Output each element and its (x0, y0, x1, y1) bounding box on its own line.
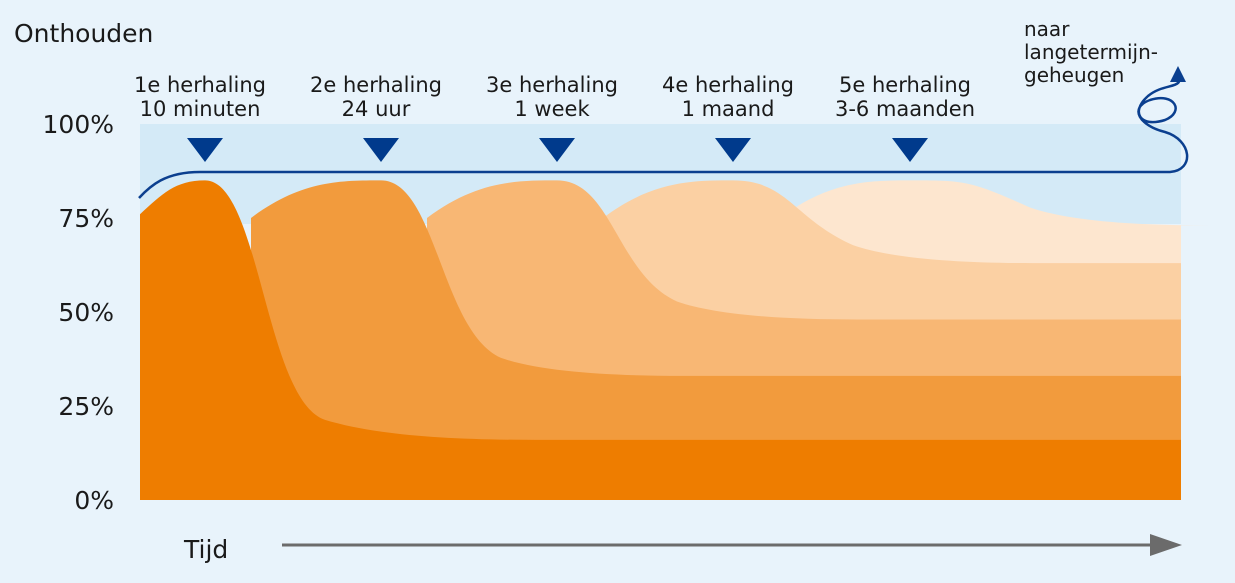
repetition-label: 3e herhaling (486, 73, 618, 97)
repetition-marker (187, 138, 223, 162)
y-tick-label: 0% (74, 486, 114, 515)
y-tick-labels: 0% 25% 50% 75% 100% (43, 110, 114, 515)
retention-areas (140, 180, 1210, 500)
retention-area-1 (140, 180, 1181, 500)
y-tick-label: 25% (58, 392, 114, 421)
repetition-label: 1e herhaling (134, 73, 266, 97)
repetition-interval: 24 uur (342, 97, 411, 121)
repetition-marker (715, 138, 751, 162)
repetition-label: 4e herhaling (662, 73, 794, 97)
repetition-interval: 1 maand (682, 97, 775, 121)
repetition-marker (363, 138, 399, 162)
y-tick-label: 50% (58, 298, 114, 327)
annotation-line: langetermijn- (1024, 40, 1158, 64)
y-tick-label: 100% (43, 110, 114, 139)
repetition-marker (539, 138, 575, 162)
annotation-line: naar (1024, 17, 1070, 41)
retention-area-2 (251, 180, 1181, 500)
annotation-line: geheugen (1024, 63, 1124, 87)
repetition-interval: 10 minuten (140, 97, 261, 121)
y-axis-title: Onthouden (14, 19, 153, 48)
x-axis-title: Tijd (183, 535, 228, 564)
repetition-marker (892, 138, 928, 162)
time-arrow-head (1150, 534, 1182, 556)
repetition-label: 2e herhaling (310, 73, 442, 97)
repetition-interval: 1 week (514, 97, 590, 121)
repetition-interval: 3-6 maanden (835, 97, 975, 121)
repetition-label: 5e herhaling (839, 73, 971, 97)
retention-line (138, 73, 1189, 199)
y-tick-label: 75% (58, 204, 114, 233)
